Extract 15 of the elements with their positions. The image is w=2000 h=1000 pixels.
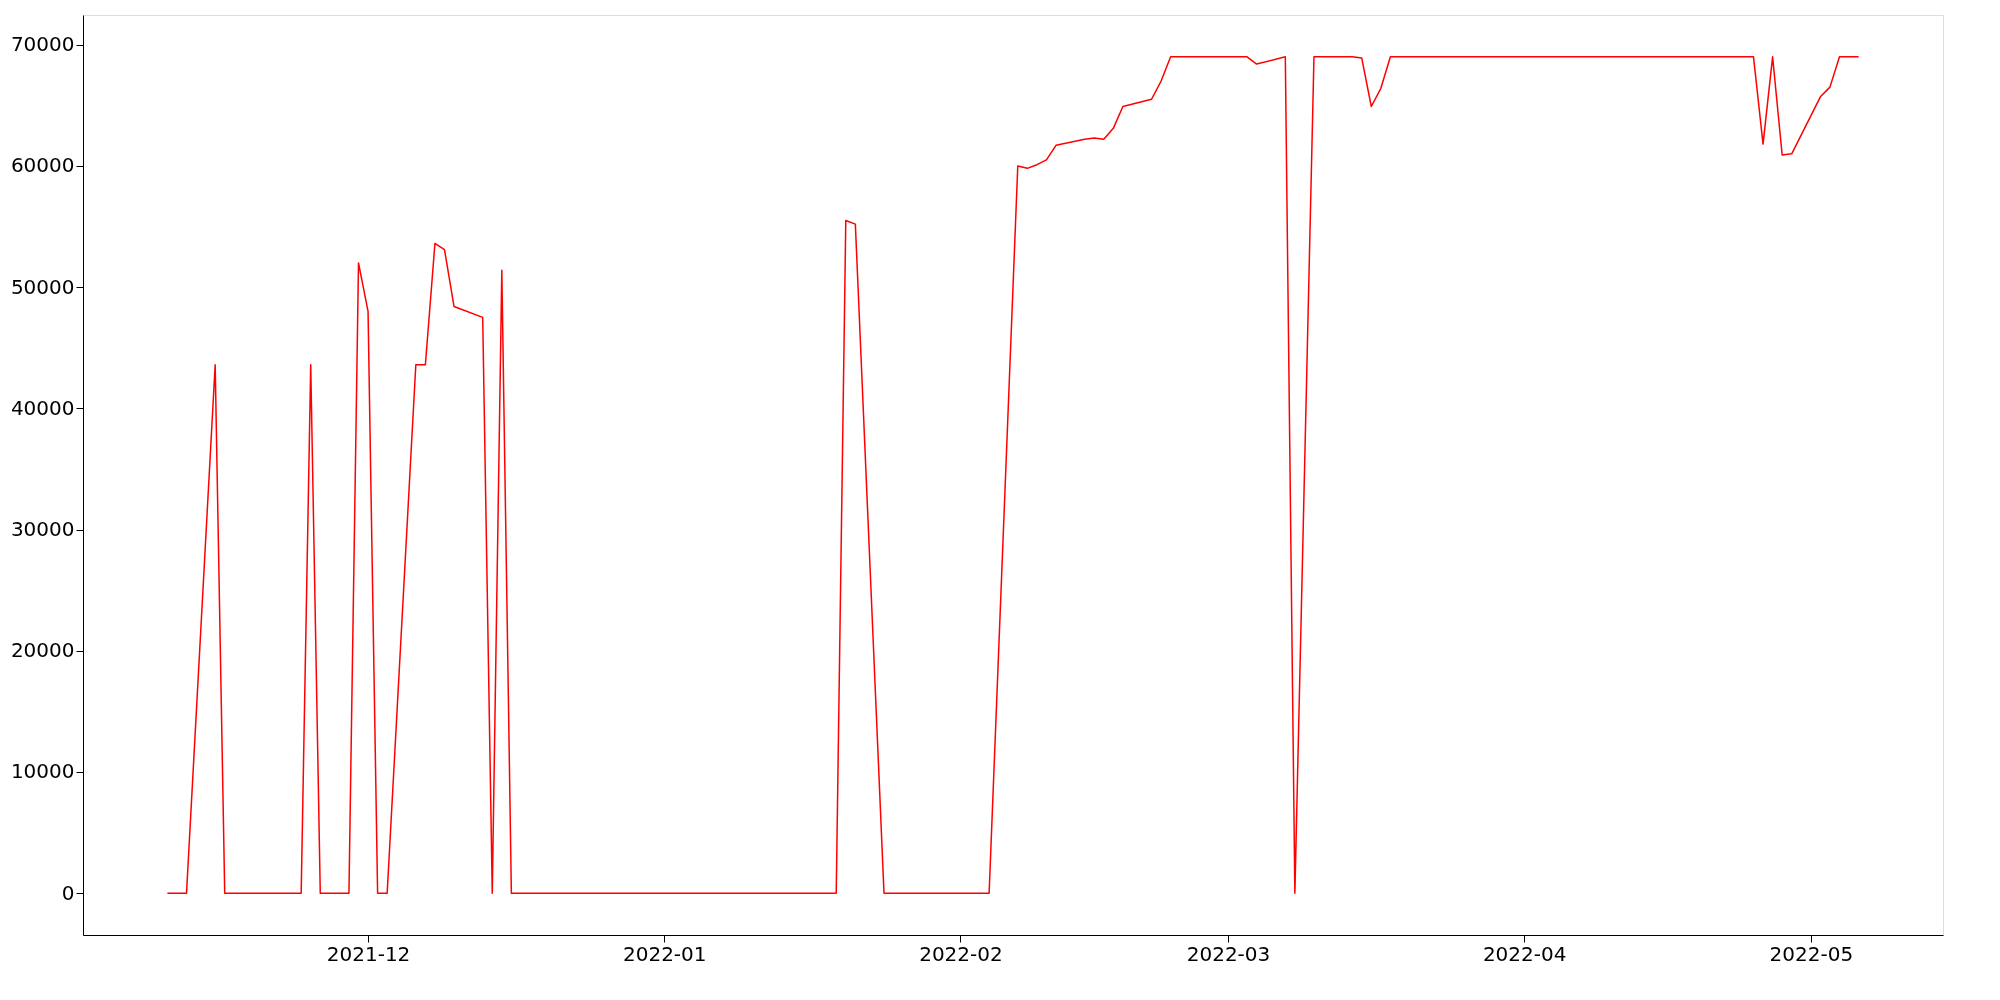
x-tick-label: 2022-03 — [1186, 941, 1271, 966]
x-tick-label: 2022-01 — [622, 941, 707, 966]
y-tick-label: 50000 — [10, 274, 75, 299]
line-series — [166, 56, 1860, 894]
x-tick-label: 2022-02 — [919, 941, 1003, 966]
y-tick-label: 40000 — [10, 395, 75, 420]
y-tick-label: 30000 — [10, 517, 75, 542]
y-tick-label: 70000 — [10, 32, 75, 57]
x-tick-label: 2022-05 — [1769, 941, 1854, 966]
y-tick-label: 0 — [61, 880, 75, 905]
x-tick-label: 2022-04 — [1482, 941, 1567, 966]
y-tick-label: 60000 — [10, 153, 75, 178]
y-tick-label: 20000 — [10, 638, 75, 663]
x-tick-label: 2021-12 — [326, 941, 411, 966]
y-tick-label: 10000 — [10, 759, 75, 784]
